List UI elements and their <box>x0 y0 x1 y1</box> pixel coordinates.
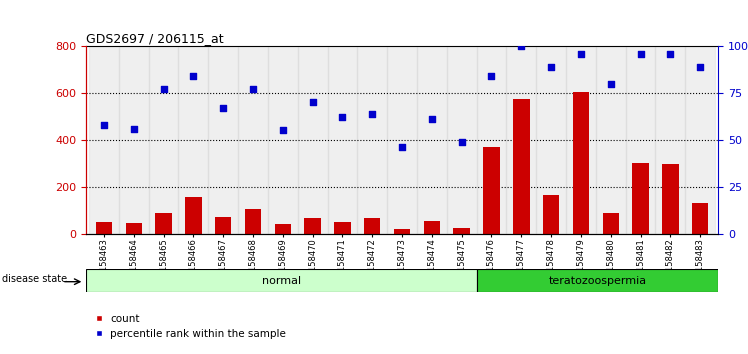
Bar <box>186 197 201 234</box>
Bar <box>268 46 298 234</box>
Point <box>545 64 557 69</box>
Point <box>128 126 140 131</box>
Bar <box>573 92 589 234</box>
Bar <box>685 46 715 234</box>
Point <box>217 105 229 111</box>
Bar <box>298 46 328 234</box>
Point <box>98 122 110 128</box>
Bar <box>215 217 231 234</box>
Bar <box>632 163 649 234</box>
Point <box>485 73 497 79</box>
Point <box>515 43 527 49</box>
Bar <box>596 46 625 234</box>
Bar <box>662 165 678 234</box>
Bar <box>156 212 172 234</box>
Point <box>456 139 468 144</box>
Bar <box>417 46 447 234</box>
Point <box>694 64 706 69</box>
Bar <box>304 218 321 234</box>
Point <box>367 111 378 116</box>
Point <box>337 114 349 120</box>
Bar <box>566 46 596 234</box>
Bar <box>238 46 268 234</box>
Bar <box>625 46 655 234</box>
Bar <box>655 46 685 234</box>
Bar <box>179 46 208 234</box>
Point <box>605 81 617 86</box>
Legend: count, percentile rank within the sample: count, percentile rank within the sample <box>91 310 290 343</box>
Point <box>187 73 199 79</box>
Bar <box>328 46 358 234</box>
Bar <box>96 222 112 234</box>
Point <box>634 51 646 56</box>
Bar <box>447 46 476 234</box>
Text: normal: normal <box>262 275 301 286</box>
Bar <box>245 209 261 234</box>
Text: teratozoospermia: teratozoospermia <box>548 275 647 286</box>
Bar <box>603 212 619 234</box>
Bar <box>453 228 470 234</box>
Bar <box>483 147 500 234</box>
Point <box>396 144 408 150</box>
Bar <box>126 223 142 234</box>
Bar <box>692 203 708 234</box>
Bar <box>394 229 410 234</box>
Bar <box>513 99 530 234</box>
Bar <box>358 46 387 234</box>
Bar <box>423 221 440 234</box>
Bar <box>536 46 566 234</box>
Point <box>426 116 438 122</box>
Bar <box>275 224 291 234</box>
Bar <box>387 46 417 234</box>
Bar <box>208 46 238 234</box>
Point <box>277 127 289 133</box>
Bar <box>89 46 119 234</box>
Point <box>664 51 676 56</box>
Text: disease state: disease state <box>1 274 67 284</box>
Point <box>158 86 170 92</box>
Bar <box>334 222 351 234</box>
Point <box>307 99 319 105</box>
Bar <box>86 269 477 292</box>
Bar <box>476 46 506 234</box>
Bar <box>506 46 536 234</box>
Bar <box>543 195 560 234</box>
Bar <box>477 269 718 292</box>
Point <box>575 51 587 56</box>
Bar <box>119 46 149 234</box>
Text: GDS2697 / 206115_at: GDS2697 / 206115_at <box>86 32 224 45</box>
Bar <box>364 218 381 234</box>
Bar <box>149 46 179 234</box>
Point <box>247 86 259 92</box>
